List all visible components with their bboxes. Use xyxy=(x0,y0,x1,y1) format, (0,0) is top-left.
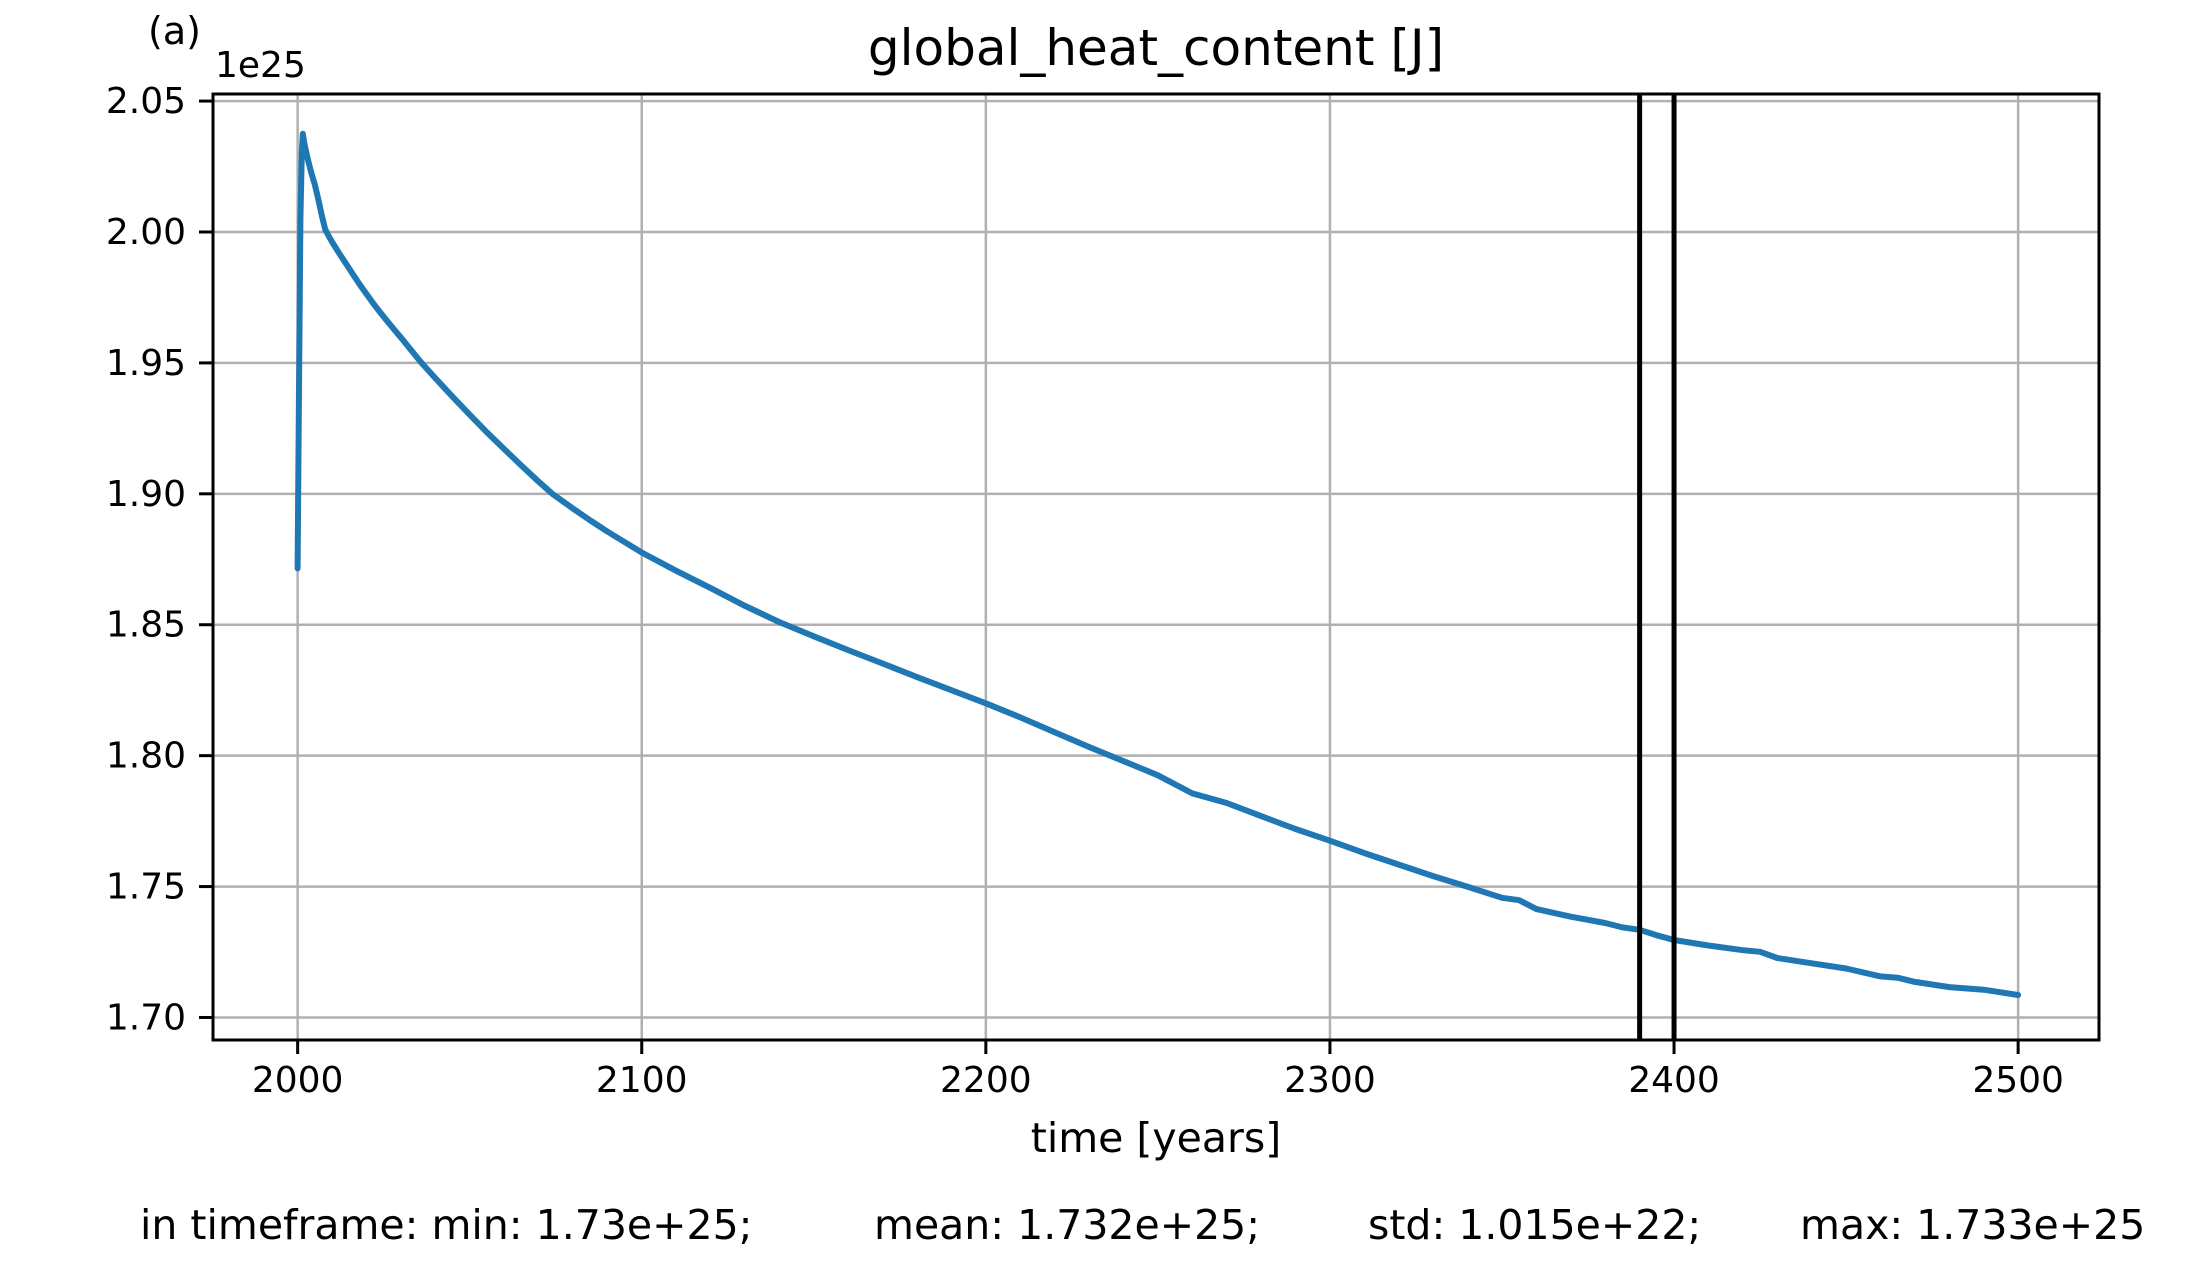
x-tick-label: 2500 xyxy=(1972,1060,2064,1101)
y-tick-label: 1.90 xyxy=(106,474,186,515)
x-tick-label: 2100 xyxy=(596,1060,688,1101)
y-tick-label: 2.05 xyxy=(106,81,186,122)
stats-timeframe-min: in timeframe: min: 1.73e+25; xyxy=(140,1201,753,1249)
panel-label: (a) xyxy=(148,9,201,53)
stats-timeframe-std: std: 1.015e+22; xyxy=(1368,1201,1702,1249)
x-tick-label: 2000 xyxy=(252,1060,344,1101)
y-tick-label: 1.85 xyxy=(106,605,186,646)
stats-timeframe-max: max: 1.733e+25 xyxy=(1800,1201,2146,1249)
y-tick-label: 1.70 xyxy=(106,997,186,1038)
x-tick-label: 2300 xyxy=(1284,1060,1376,1101)
y-tick-label: 2.00 xyxy=(106,212,186,253)
stats-timeframe-mean: mean: 1.732e+25; xyxy=(874,1201,1261,1249)
y-tick-label: 1.80 xyxy=(106,736,186,777)
x-tick-label: 2200 xyxy=(940,1060,1032,1101)
y-tick-label: 1.75 xyxy=(106,867,186,908)
heat-content-line xyxy=(294,130,2022,998)
y-axis-offset-label: 1e25 xyxy=(215,45,306,86)
chart-title: global_heat_content [J] xyxy=(867,19,1445,77)
x-tick-label: 2400 xyxy=(1628,1060,1720,1101)
axes-spines xyxy=(211,92,2101,1042)
y-tick-label: 1.95 xyxy=(106,343,186,384)
x-axis-label: time [years] xyxy=(1030,1114,1282,1162)
